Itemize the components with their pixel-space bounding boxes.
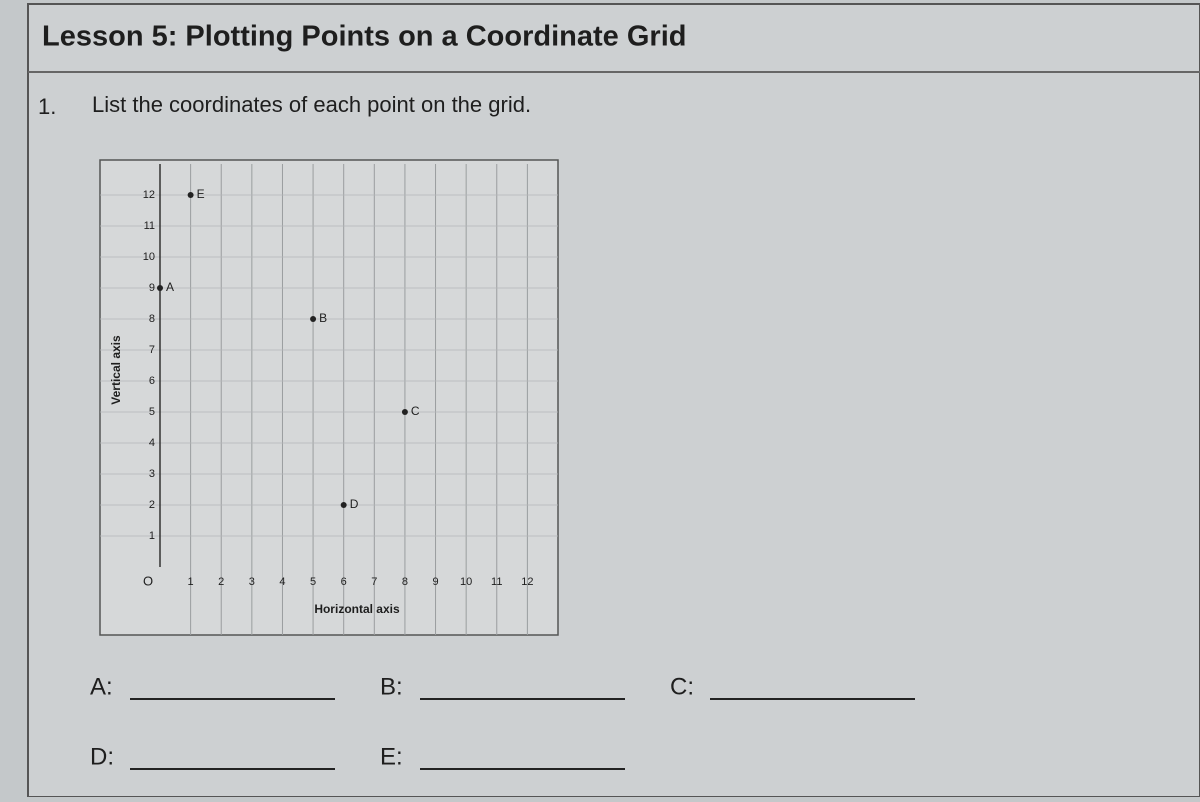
y-tick-label: 6 xyxy=(149,375,155,387)
y-tick-label: 10 xyxy=(143,251,155,263)
point-label: C xyxy=(411,404,420,418)
answer-label: E: xyxy=(380,743,403,770)
y-tick-label: 8 xyxy=(149,313,155,325)
x-tick-label: 10 xyxy=(460,576,472,588)
x-tick-label: 4 xyxy=(279,576,285,588)
plot: 1 2 3 4 5 6 7 8 9 10 11 12123456789101112OHorizonta… xyxy=(100,164,558,635)
question-text: List the coordinates of each point on th… xyxy=(92,92,531,117)
x-tick-label: 11 xyxy=(491,576,502,588)
point-label: B xyxy=(319,311,327,325)
point-label: A xyxy=(166,280,174,294)
answer-label: D: xyxy=(90,743,114,770)
y-tick-label: 5 xyxy=(149,406,155,418)
x-tick-label: 7 xyxy=(371,576,377,588)
answer-label: A: xyxy=(90,673,113,700)
answer-label: C: xyxy=(670,673,694,700)
x-tick-label: 1 xyxy=(188,576,194,588)
x-axis-title: Horizontal axis xyxy=(314,602,400,616)
x-tick-label: 2 xyxy=(218,576,224,588)
point xyxy=(157,285,163,291)
point xyxy=(310,316,317,322)
grid-frame xyxy=(99,159,559,636)
answers: A: B: C: D: E: xyxy=(90,673,915,770)
y-tick-label: 4 xyxy=(149,437,155,449)
point-label: E xyxy=(197,187,205,201)
point xyxy=(401,409,408,415)
y-tick-label: 9 xyxy=(149,282,155,294)
lesson-title: Lesson 5: Plotting Points on a Coordinat… xyxy=(42,21,686,53)
y-tick-label: 12 xyxy=(143,189,155,201)
answer-label: B: xyxy=(380,673,403,700)
x-tick-label: 12 xyxy=(521,576,533,588)
y-tick-label: 1 xyxy=(149,530,155,542)
y-tick-label: 3 xyxy=(149,468,155,480)
x-tick-label: 5 xyxy=(310,576,316,588)
y-tick-label: 11 xyxy=(144,220,155,232)
y-axis-title: Vertical axis xyxy=(109,335,123,405)
point-label: D xyxy=(350,497,359,511)
point xyxy=(340,502,347,508)
point xyxy=(187,192,194,198)
x-tick-label: 8 xyxy=(402,576,408,588)
origin-label: O xyxy=(143,573,153,588)
x-tick-label: 9 xyxy=(432,576,438,588)
question-number: 1. xyxy=(38,94,56,119)
y-tick-label: 2 xyxy=(149,499,155,511)
x-tick-label: 6 xyxy=(341,576,347,588)
x-tick-label: 3 xyxy=(249,576,255,588)
y-tick-label: 7 xyxy=(149,344,155,356)
